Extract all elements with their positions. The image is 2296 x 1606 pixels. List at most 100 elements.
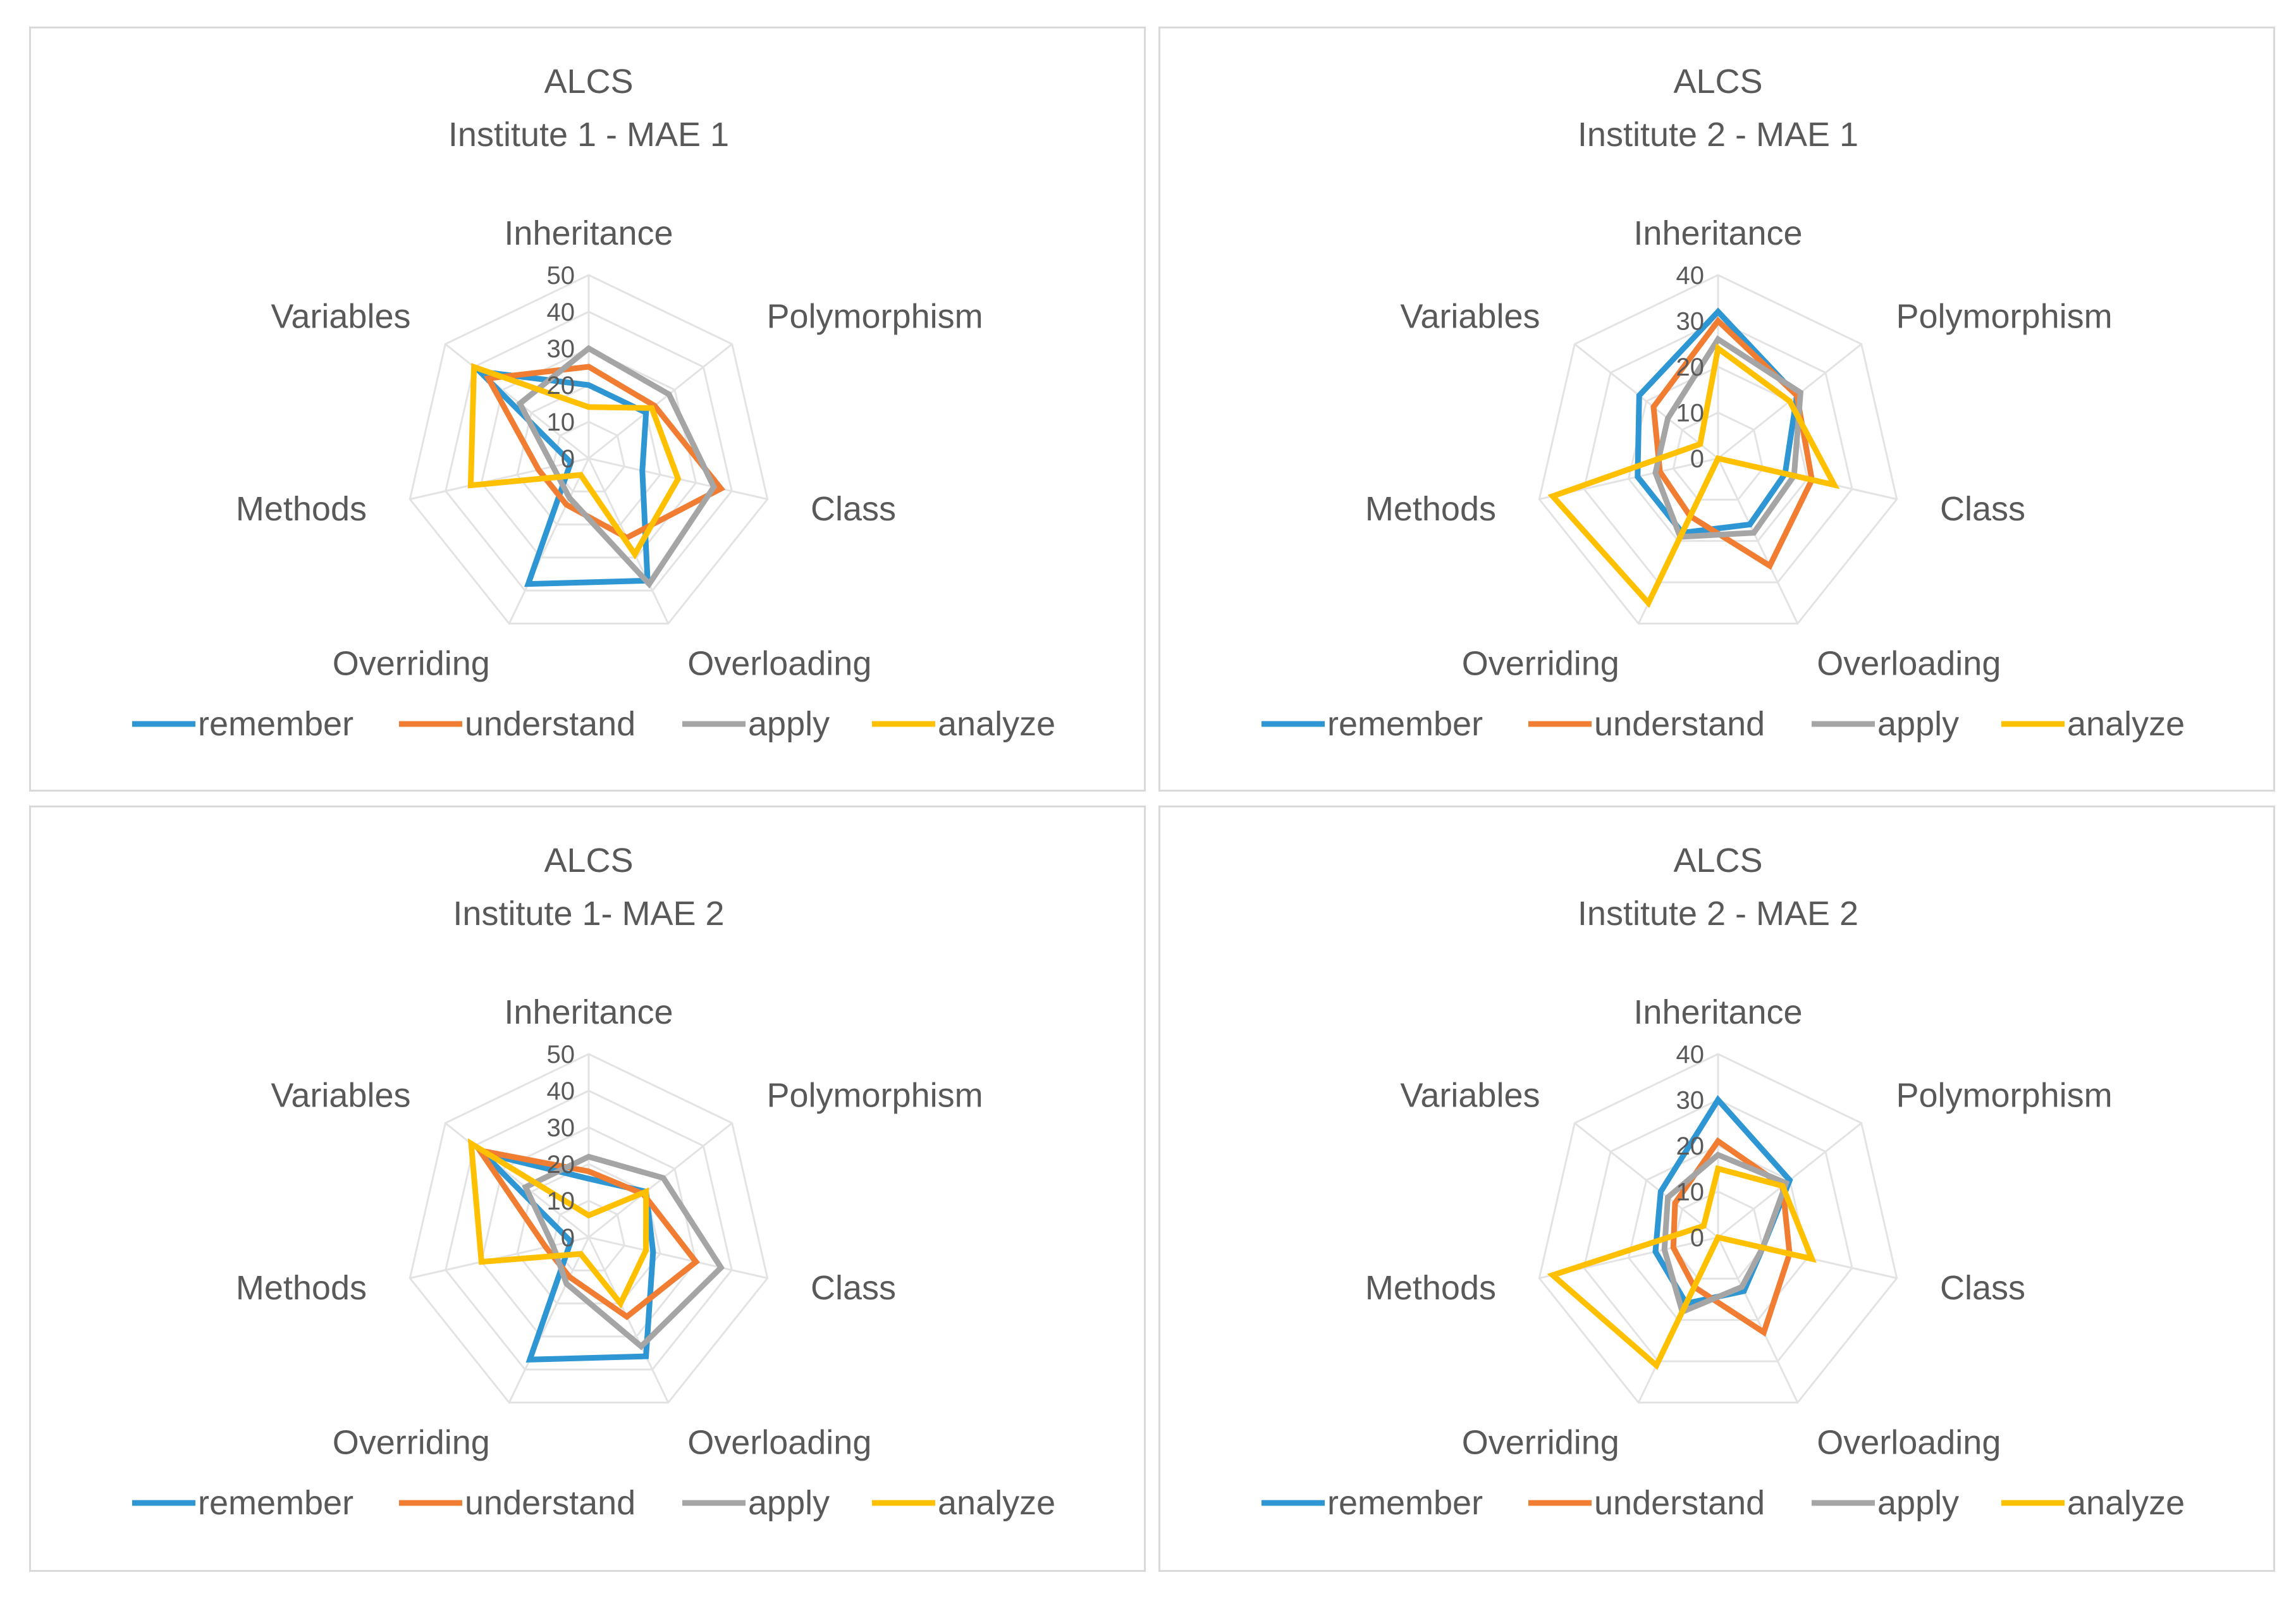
tick-label: 30 — [547, 1114, 575, 1142]
grid-ring — [1627, 1144, 1809, 1321]
axis-label-inheritance: Inheritance — [504, 993, 673, 1031]
chart-title-line1: ALCS — [1673, 63, 1762, 101]
grid-ring — [480, 347, 697, 559]
grid-ring — [1672, 411, 1764, 501]
tick-label: 40 — [547, 298, 575, 326]
tick-label: 20 — [547, 1151, 575, 1179]
axis-label-variables: Variables — [271, 298, 410, 336]
chart-title-line2: Institute 1 - MAE 1 — [448, 116, 729, 154]
tick-label: 0 — [1690, 1224, 1704, 1252]
grid-ring — [480, 1126, 697, 1338]
radar-chart-inst1-mae1: ALCS Institute 1 - MAE 1 0 10 20 30 40 50 Inheri… — [132, 63, 1055, 743]
tick-label: 40 — [547, 1077, 575, 1105]
tick-label: 50 — [547, 1041, 575, 1069]
grid-spoke — [587, 1237, 670, 1403]
radar-grid — [408, 1053, 769, 1404]
axis-label-overloading: Overloading — [687, 644, 871, 682]
tick-label: 10 — [1676, 1179, 1705, 1206]
grid-ring — [1583, 319, 1853, 584]
axis-label-class: Class — [811, 490, 896, 528]
chart-title-line2: Institute 2 - MAE 2 — [1578, 895, 1858, 933]
chart-panel-inst2-mae2: ALCS Institute 2 - MAE 2 0 10 20 30 40 Inherita… — [1158, 806, 2275, 1572]
legend-label-analyze: analyze — [938, 1484, 1055, 1522]
grid-ring — [1538, 274, 1898, 625]
tick-label: 20 — [547, 372, 575, 400]
grid-spoke — [588, 343, 733, 460]
axis-label-variables: Variables — [1400, 298, 1540, 336]
series-line-analyze — [467, 1138, 649, 1309]
chart-title-line2: Institute 1- MAE 2 — [453, 895, 724, 933]
axis-label-polymorphism: Polymorphism — [1896, 298, 2113, 336]
grid-spoke — [588, 1122, 733, 1239]
axis-label-class: Class — [1940, 1269, 2025, 1307]
chart-title-line1: ALCS — [544, 63, 633, 101]
axis-label-overriding: Overriding — [1462, 1423, 1619, 1461]
grid-spoke — [1574, 1122, 1719, 1239]
axis-label-overriding: Overriding — [333, 1423, 490, 1461]
axis-label-class: Class — [1940, 490, 2025, 528]
series-line-analyze — [1547, 343, 1840, 608]
grid-ring — [408, 1053, 769, 1404]
radar-grid — [1538, 1053, 1898, 1404]
legend-label-analyze: analyze — [938, 705, 1055, 743]
tick-label: 0 — [561, 445, 575, 473]
legend-label-apply: apply — [1877, 1484, 1959, 1522]
tick-label: 30 — [1676, 1087, 1705, 1115]
radar-chart-inst1-mae2: ALCS Institute 1- MAE 2 0 10 20 30 40 50 Inherit… — [132, 842, 1055, 1522]
radar-grid — [408, 274, 769, 625]
grid-ring — [408, 274, 769, 625]
grid-spoke — [588, 1236, 768, 1279]
radar-chart-inst2-mae2: ALCS Institute 2 - MAE 2 0 10 20 30 40 Inherita… — [1262, 842, 2185, 1522]
tick-label: 0 — [561, 1224, 575, 1252]
grid-ring — [445, 310, 733, 592]
radar-series-group — [1547, 1095, 1817, 1370]
grid-spoke — [508, 1237, 590, 1403]
legend-label-analyze: analyze — [2067, 705, 2185, 743]
legend-label-apply: apply — [748, 1484, 830, 1522]
grid-ring — [1538, 1053, 1898, 1404]
series-line-apply — [1661, 1151, 1790, 1316]
series-line-understand — [484, 364, 726, 541]
grid-spoke — [409, 457, 589, 500]
chart-panel-inst2-mae1: ALCS Institute 2 - MAE 1 0 10 20 30 40 Inherita… — [1158, 27, 2275, 792]
legend: remember understand apply analyze — [132, 705, 1055, 743]
axis-label-methods: Methods — [1365, 490, 1496, 528]
axis-label-polymorphism: Polymorphism — [1896, 1077, 2113, 1115]
axis-label-class: Class — [811, 1269, 896, 1307]
axis-label-methods: Methods — [1365, 1269, 1496, 1307]
radar-grid — [1538, 274, 1898, 625]
series-line-apply — [1652, 335, 1804, 540]
grid-spoke — [445, 343, 589, 460]
grid-spoke — [1574, 343, 1719, 460]
series-line-apply — [516, 345, 718, 589]
axis-label-variables: Variables — [271, 1077, 410, 1115]
tick-label: 40 — [1676, 262, 1705, 290]
chart-panel-inst1-mae2: ALCS Institute 1- MAE 2 0 10 20 30 40 50 Inherit… — [29, 806, 1146, 1572]
series-line-analyze — [467, 363, 682, 560]
chart-title-line1: ALCS — [1673, 842, 1762, 880]
axis-label-overloading: Overloading — [1817, 644, 2001, 682]
axis-label-polymorphism: Polymorphism — [767, 1077, 983, 1115]
grid-ring — [1672, 1190, 1764, 1280]
axis-label-overloading: Overloading — [1817, 1423, 2001, 1461]
tick-label: 50 — [547, 262, 575, 290]
legend-label-apply: apply — [748, 705, 830, 743]
radar-series-group — [467, 1138, 725, 1363]
legend-label-understand: understand — [465, 1484, 635, 1522]
legend-label-apply: apply — [1877, 705, 1959, 743]
axis-label-methods: Methods — [236, 1269, 367, 1307]
tick-label: 30 — [1676, 308, 1705, 336]
legend-label-analyze: analyze — [2067, 1484, 2185, 1522]
legend-label-understand: understand — [1594, 1484, 1765, 1522]
legend: remember understand apply analyze — [1262, 1484, 2185, 1522]
legend-label-remember: remember — [1327, 705, 1483, 743]
grid-spoke — [1717, 1237, 1799, 1403]
tick-label: 20 — [1676, 353, 1705, 381]
axis-label-methods: Methods — [236, 490, 367, 528]
tick-label: 20 — [1676, 1132, 1705, 1160]
axis-label-polymorphism: Polymorphism — [767, 298, 983, 336]
radar-series-group — [1547, 307, 1840, 608]
grid-ring — [445, 1089, 733, 1371]
legend: remember understand apply analyze — [1262, 705, 2185, 743]
series-line-understand — [473, 1146, 700, 1320]
